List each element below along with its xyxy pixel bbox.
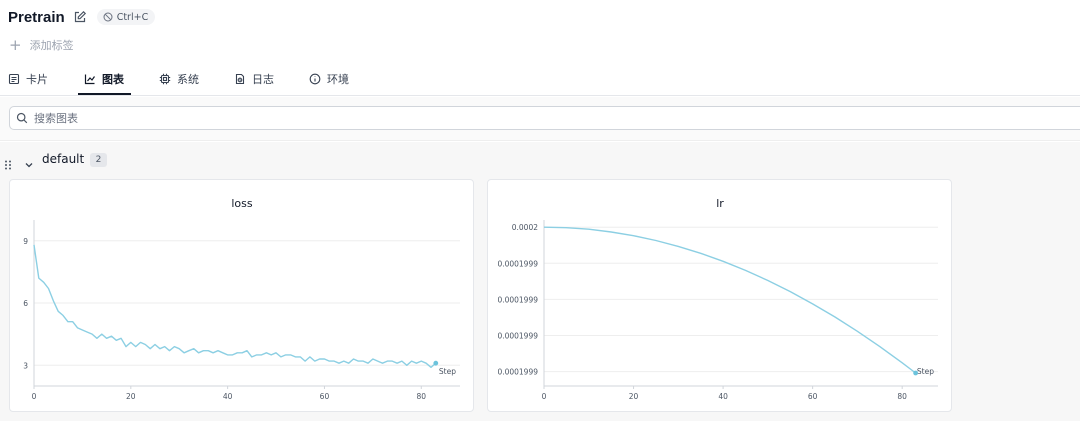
x-tick-label: 0 xyxy=(542,392,547,401)
last-point-marker[interactable] xyxy=(913,370,919,376)
add-tag-label: 添加标签 xyxy=(29,39,74,52)
y-tick-label: 0.0001999 xyxy=(497,259,538,268)
ban-icon xyxy=(103,12,113,22)
cpu-icon xyxy=(159,73,171,85)
group-count-badge: 2 xyxy=(90,153,107,167)
series-line[interactable] xyxy=(33,244,437,368)
chart-icon xyxy=(84,74,95,85)
y-tick-label: 0.0001999 xyxy=(497,295,538,304)
last-point-marker[interactable] xyxy=(433,360,439,366)
x-axis-label: Step xyxy=(439,367,456,376)
y-tick-label: 0.0001999 xyxy=(497,331,538,340)
x-tick-label: 60 xyxy=(320,392,330,401)
tab-system[interactable]: 系统 xyxy=(159,66,199,96)
x-tick-label: 80 xyxy=(897,392,907,401)
drag-handle-icon[interactable] xyxy=(4,155,12,174)
y-tick-label: 0.0002 xyxy=(512,223,538,232)
x-tick-label: 60 xyxy=(808,392,818,401)
lr-chart: lr 0.0002 0.0001999 0.0001999 0.0001999 0.000… xyxy=(497,197,938,401)
tab-chart-label: 图表 xyxy=(102,73,124,86)
chevron-down-icon[interactable] xyxy=(24,155,34,174)
x-tick-label: 20 xyxy=(126,392,136,401)
search-icon xyxy=(16,112,28,124)
run-title: Pretrain xyxy=(8,8,65,26)
loss-chart: loss 3 6 9 0 20 40 60 80 Step xyxy=(23,197,460,401)
x-tick-label: 80 xyxy=(416,392,426,401)
chart-card-loss[interactable]: loss 3 6 9 0 20 40 60 80 Step xyxy=(9,179,474,412)
y-tick-label: 0.0001999 xyxy=(497,368,538,377)
plus-icon: + xyxy=(9,36,22,54)
x-tick-label: 40 xyxy=(718,392,728,401)
chart-title: lr xyxy=(716,197,724,210)
tab-bar: 卡片 图表 系统 日志 环境 xyxy=(0,66,1080,96)
series-line[interactable] xyxy=(543,226,917,374)
y-tick-label: 3 xyxy=(23,361,28,370)
tab-card[interactable]: 卡片 xyxy=(8,66,48,96)
x-tick-label: 0 xyxy=(32,392,37,401)
group-name[interactable]: default xyxy=(42,152,85,166)
shortcut-label: Ctrl+C xyxy=(116,11,149,23)
tab-chart[interactable]: 图表 xyxy=(84,66,124,96)
search-box[interactable] xyxy=(9,106,1080,130)
tab-log-label: 日志 xyxy=(252,73,274,86)
y-tick-label: 9 xyxy=(23,237,28,246)
card-icon xyxy=(8,73,20,85)
tab-card-label: 卡片 xyxy=(26,73,48,86)
search-bar-area xyxy=(0,97,1080,141)
edit-icon[interactable] xyxy=(73,10,87,24)
run-header: Pretrain Ctrl+C xyxy=(8,6,156,28)
search-input[interactable] xyxy=(34,111,634,125)
log-icon xyxy=(235,73,245,85)
x-tick-label: 40 xyxy=(223,392,233,401)
tab-log[interactable]: 日志 xyxy=(234,66,274,96)
chart-card-lr[interactable]: lr 0.0002 0.0001999 0.0001999 0.0001999 0.000… xyxy=(487,179,952,412)
x-tick-label: 20 xyxy=(629,392,639,401)
copy-shortcut-badge[interactable]: Ctrl+C xyxy=(96,9,156,25)
y-tick-label: 6 xyxy=(23,299,28,308)
info-icon xyxy=(309,73,321,85)
chart-title: loss xyxy=(231,197,253,210)
chart-section: default 2 loss 3 6 9 0 20 40 60 80 Step lr 0.0002 0… xyxy=(0,142,1080,421)
tab-environment-label: 环境 xyxy=(327,73,349,86)
active-tab-indicator xyxy=(78,93,131,95)
tab-system-label: 系统 xyxy=(177,73,199,86)
x-axis-label: Step xyxy=(917,367,934,376)
tab-environment[interactable]: 环境 xyxy=(309,66,349,96)
add-tag-button[interactable]: + 添加标签 xyxy=(9,37,74,53)
